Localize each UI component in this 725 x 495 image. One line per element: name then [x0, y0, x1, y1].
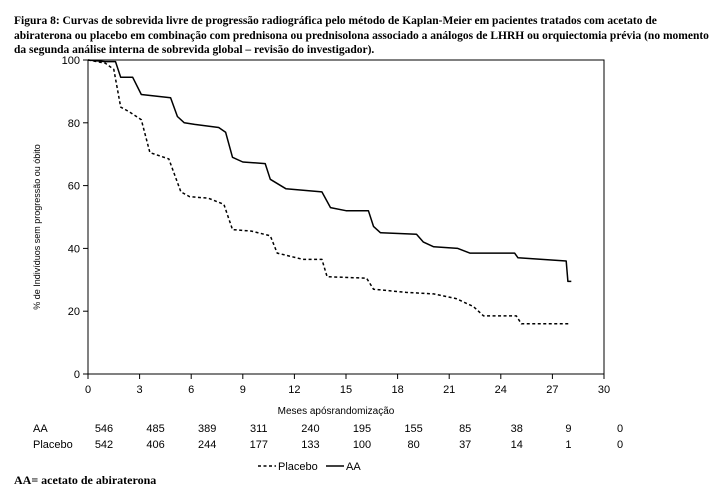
x-tick-label: 9 [240, 384, 246, 396]
risk-value: 0 [617, 439, 623, 451]
figure-caption: Figura 8: Curvas de sobrevida livre de p… [14, 15, 709, 56]
risk-row-label: Placebo [33, 439, 73, 451]
y-tick-label: 40 [68, 243, 80, 255]
chart-legend: Placebo AA [258, 461, 361, 473]
risk-value: 100 [353, 439, 371, 451]
x-tick-label: 18 [391, 384, 403, 396]
risk-value: 244 [198, 439, 216, 451]
risk-value: 85 [459, 423, 471, 435]
risk-value: 542 [95, 439, 113, 451]
risk-value: 0 [617, 423, 623, 435]
x-tick-label: 30 [598, 384, 610, 396]
risk-value: 389 [198, 423, 216, 435]
series-line-aa [87, 59, 572, 283]
footnote: AA= acetato de abiraterona [14, 473, 157, 487]
risk-value: 177 [250, 439, 268, 451]
y-tick-label: 0 [74, 369, 80, 381]
legend-label-placebo: Placebo [278, 461, 318, 473]
x-tick-label: 24 [495, 384, 507, 396]
risk-value: 9 [565, 423, 571, 435]
risk-value: 195 [353, 423, 371, 435]
x-axis-label: Meses apósrandomização [278, 406, 395, 417]
risk-value: 240 [301, 423, 319, 435]
series-line-placebo [87, 59, 570, 325]
risk-value: 37 [459, 439, 471, 451]
risk-value: 406 [146, 439, 164, 451]
x-tick-label: 15 [340, 384, 352, 396]
y-tick-label: 20 [68, 306, 80, 318]
x-tick-label: 6 [188, 384, 194, 396]
x-tick-label: 12 [288, 384, 300, 396]
chart-axes: 0 3 6 9 12 15 18 21 24 27 30 0 20 40 60 80 100 Meses após… [32, 55, 610, 417]
x-tick-label: 21 [443, 384, 455, 396]
chart-series [87, 59, 572, 325]
risk-value: 485 [146, 423, 164, 435]
y-axis-label: % de Indivíduos sem progressão ou óbito [32, 144, 42, 310]
risk-value: 546 [95, 423, 113, 435]
y-tick-label: 80 [68, 118, 80, 130]
y-tick-label: 100 [62, 55, 80, 67]
risk-value: 133 [301, 439, 319, 451]
risk-value: 311 [250, 423, 268, 435]
risk-row-label: AA [33, 423, 48, 435]
risk-value: 155 [404, 423, 422, 435]
x-tick-label: 27 [546, 384, 558, 396]
x-tick-label: 0 [85, 384, 91, 396]
risk-value: 14 [511, 439, 523, 451]
risk-value: 38 [511, 423, 523, 435]
risk-value: 80 [407, 439, 419, 451]
y-tick-label: 60 [68, 181, 80, 193]
legend-label-aa: AA [346, 461, 361, 473]
plot-frame [87, 59, 605, 375]
x-tick-label: 3 [137, 384, 143, 396]
risk-value: 1 [565, 439, 571, 451]
